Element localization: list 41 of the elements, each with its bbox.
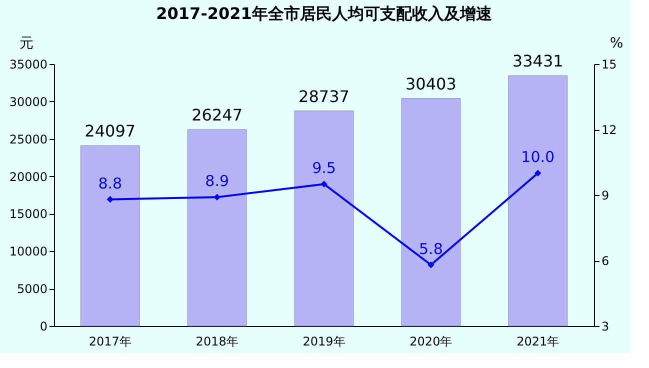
- chart-title: 2017-2021年全市居民人均可支配收入及增速: [156, 4, 493, 23]
- point: [320, 180, 328, 188]
- y-tick-label: 35000: [9, 58, 48, 72]
- y-tick-label: 25000: [9, 132, 48, 146]
- data-label: 33431: [512, 52, 564, 71]
- data-label: 8.9: [205, 172, 229, 190]
- y-tick-label: 5000: [16, 282, 48, 296]
- x-tick-label: 2020年: [410, 334, 452, 348]
- y2-axis-title: %: [610, 36, 624, 52]
- y-tick-label: 15000: [9, 207, 48, 222]
- point: [534, 170, 542, 177]
- data-label: 8.8: [98, 174, 122, 192]
- y2-tick-label: 9: [602, 188, 610, 202]
- y2-tick-label: 3: [602, 320, 610, 334]
- y2-tick-label: 6: [602, 254, 610, 268]
- bar: [401, 98, 461, 326]
- data-label: 10.0: [521, 148, 555, 166]
- bar: [294, 110, 354, 326]
- bar: [187, 129, 247, 326]
- data-label: 26247: [192, 106, 243, 125]
- data-label: 5.8: [419, 240, 443, 258]
- x-tick-label: 2021年: [516, 334, 560, 348]
- y-tick-label: 30000: [9, 94, 48, 109]
- y-axis-title: 元: [20, 36, 34, 52]
- point: [214, 194, 220, 201]
- bar: [508, 75, 568, 326]
- y2-tick-label: 15: [602, 58, 617, 72]
- x-tick-label: 2017年: [88, 334, 132, 348]
- y-tick-label: 0: [40, 320, 48, 334]
- x-tick-label: 2018年: [196, 334, 238, 348]
- point: [428, 262, 434, 268]
- y-tick-label: 10000: [9, 244, 48, 259]
- data-label: 28737: [298, 86, 350, 106]
- data-label: 9.5: [312, 159, 336, 178]
- data-label: 30403: [405, 74, 456, 94]
- y-tick-label: 20000: [9, 170, 48, 184]
- data-label: 24097: [84, 122, 136, 141]
- y2-tick-label: 12: [602, 123, 617, 137]
- bar: [80, 145, 140, 326]
- x-tick-label: 2019年: [302, 334, 346, 348]
- point: [106, 196, 114, 203]
